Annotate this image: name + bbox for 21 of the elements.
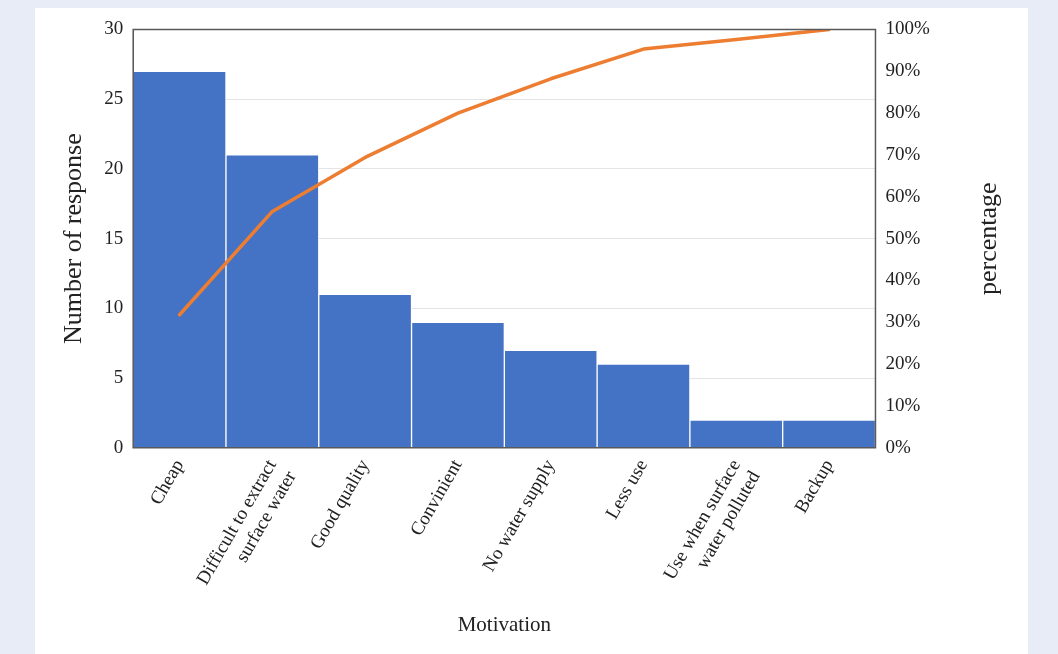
y-axis-title: Number of response	[58, 133, 88, 345]
y2-tick-label: 100%	[885, 17, 930, 39]
y2-axis-title: percentage	[972, 182, 1002, 295]
y-tick-label: 5	[113, 366, 124, 388]
y-tick-label: 15	[104, 226, 124, 248]
y2-tick-label: 40%	[885, 268, 921, 290]
y-tick-label: 10	[104, 296, 124, 318]
y2-tick-label: 70%	[885, 142, 921, 164]
y2-tick-label: 50%	[885, 226, 921, 248]
y2-tick-label: 60%	[885, 184, 921, 206]
y2-tick-label: 10%	[885, 393, 921, 415]
y2-tick-label: 20%	[885, 352, 921, 374]
y2-tick-label: 30%	[885, 310, 921, 332]
y-tick-label: 20	[104, 156, 124, 178]
y2-tick-label: 0%	[885, 435, 911, 457]
y2-tick-label: 90%	[885, 59, 921, 81]
y-tick-label: 0	[113, 435, 124, 457]
y-tick-label: 25	[104, 87, 124, 109]
y2-tick-label: 80%	[885, 101, 921, 123]
x-axis-title: Motivation	[457, 611, 552, 636]
y-tick-label: 30	[104, 17, 124, 39]
